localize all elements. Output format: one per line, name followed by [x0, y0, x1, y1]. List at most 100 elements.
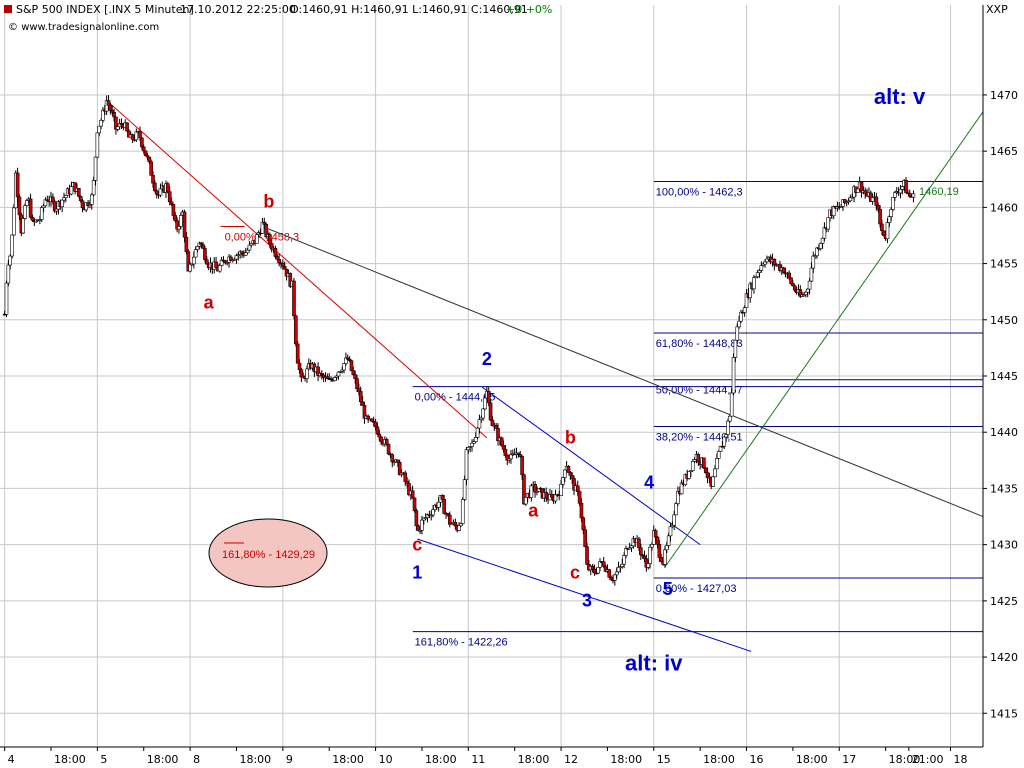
candle-body [601, 561, 606, 567]
candle-body [15, 172, 20, 198]
trendline-black [262, 226, 984, 517]
candle-body [781, 267, 786, 274]
copyright-icon: © [8, 22, 21, 33]
candle-body [733, 339, 738, 358]
candle-body [262, 221, 267, 225]
candle-body [486, 391, 491, 404]
candle-body [657, 544, 662, 558]
candle-body [716, 451, 721, 459]
candle-body [804, 291, 808, 295]
candle-body [217, 265, 222, 272]
candle-body [470, 442, 474, 447]
candle-body [613, 574, 617, 581]
x-tick-label: 10 [379, 753, 393, 766]
candle-body [483, 397, 487, 410]
candle-body [815, 247, 819, 257]
fib-level-label: 161,80% - 1422,26 [415, 637, 508, 649]
y-tick-label: 1420 [990, 651, 1018, 664]
candle-body [167, 191, 172, 203]
series-color-swatch [4, 5, 12, 13]
wave-label: b [565, 427, 576, 447]
x-tick-label: 18 [954, 753, 968, 766]
candle-body [752, 277, 756, 290]
candle-body [138, 131, 142, 139]
symbol-code: XXP [986, 3, 1008, 16]
candle-body [80, 200, 85, 209]
wave-label: a [528, 501, 539, 521]
fib-level-label: 61,80% - 1448,83 [656, 338, 743, 350]
candle-body [856, 188, 860, 193]
candle-body [358, 391, 363, 403]
candle-body [561, 477, 565, 485]
candle-body [646, 563, 651, 568]
candle-body [43, 199, 48, 207]
candle-body [520, 456, 524, 476]
candle-body [243, 252, 248, 256]
candle-body [440, 494, 445, 500]
candle-body [477, 419, 482, 429]
candle-body [420, 519, 424, 531]
candle-body [549, 493, 554, 498]
candle-body [158, 188, 163, 196]
candle-body [460, 499, 465, 524]
wave-label: 4 [644, 472, 654, 492]
candle-body [772, 258, 777, 266]
candle-body [581, 517, 586, 531]
header-timestamp: 17.10.2012 22:25:00 [180, 3, 296, 16]
candle-body [23, 205, 27, 219]
candle-body [140, 137, 144, 148]
candle-body [907, 193, 912, 197]
header-ohlc: O:1460,91 H:1460,91 L:1460,91 C:1460,91 [290, 3, 528, 16]
x-tick-label: 18:00 [54, 753, 86, 766]
candle-body [78, 195, 83, 202]
candle-body [893, 192, 897, 198]
x-tick-label: 18:00 [332, 753, 364, 766]
candle-body [97, 125, 102, 134]
candle-body [125, 122, 129, 132]
candle-body [755, 272, 760, 278]
candle-body [566, 465, 571, 473]
candle-body [203, 248, 207, 260]
candle-body [759, 265, 764, 271]
candle-body [30, 216, 35, 221]
candle-body [757, 270, 762, 274]
candle-body [648, 546, 652, 564]
candle-body [255, 234, 259, 244]
candle-body [585, 546, 589, 565]
candle-body [811, 255, 816, 269]
candle-body [650, 544, 654, 548]
candle-body [642, 555, 647, 560]
candle-body [6, 264, 11, 284]
candle-body [737, 320, 741, 328]
candle-body [403, 472, 408, 482]
x-axis: 4 18:00 5 18:00 8 18:00 9 18:00 10 18:00 11 18:00 12… [4, 747, 968, 766]
y-tick-label: 1450 [990, 314, 1018, 327]
candle-body [653, 530, 658, 538]
candle-body [166, 183, 170, 192]
candle-body [499, 437, 504, 446]
candle-body [881, 230, 886, 236]
candle-body [357, 388, 361, 392]
trendline-blue-upper [481, 386, 701, 546]
candle-body [898, 188, 903, 194]
candle-body [583, 529, 587, 548]
candle-body [282, 265, 287, 270]
wave-label: 2 [482, 349, 492, 369]
candle-body [184, 236, 189, 252]
candle-body [494, 425, 498, 429]
candle-body [620, 563, 625, 568]
candle-body [4, 282, 9, 315]
candle-body [344, 357, 348, 364]
candle-body [149, 161, 153, 176]
candle-body [787, 272, 791, 279]
candle-body [553, 494, 558, 502]
candle-body [288, 273, 293, 287]
candle-body [69, 186, 74, 195]
candle-body [637, 538, 641, 548]
candle-body [10, 234, 14, 257]
trendline-blue-lower [417, 538, 752, 652]
candle-body [370, 418, 374, 422]
y-tick-label: 1440 [990, 426, 1018, 439]
